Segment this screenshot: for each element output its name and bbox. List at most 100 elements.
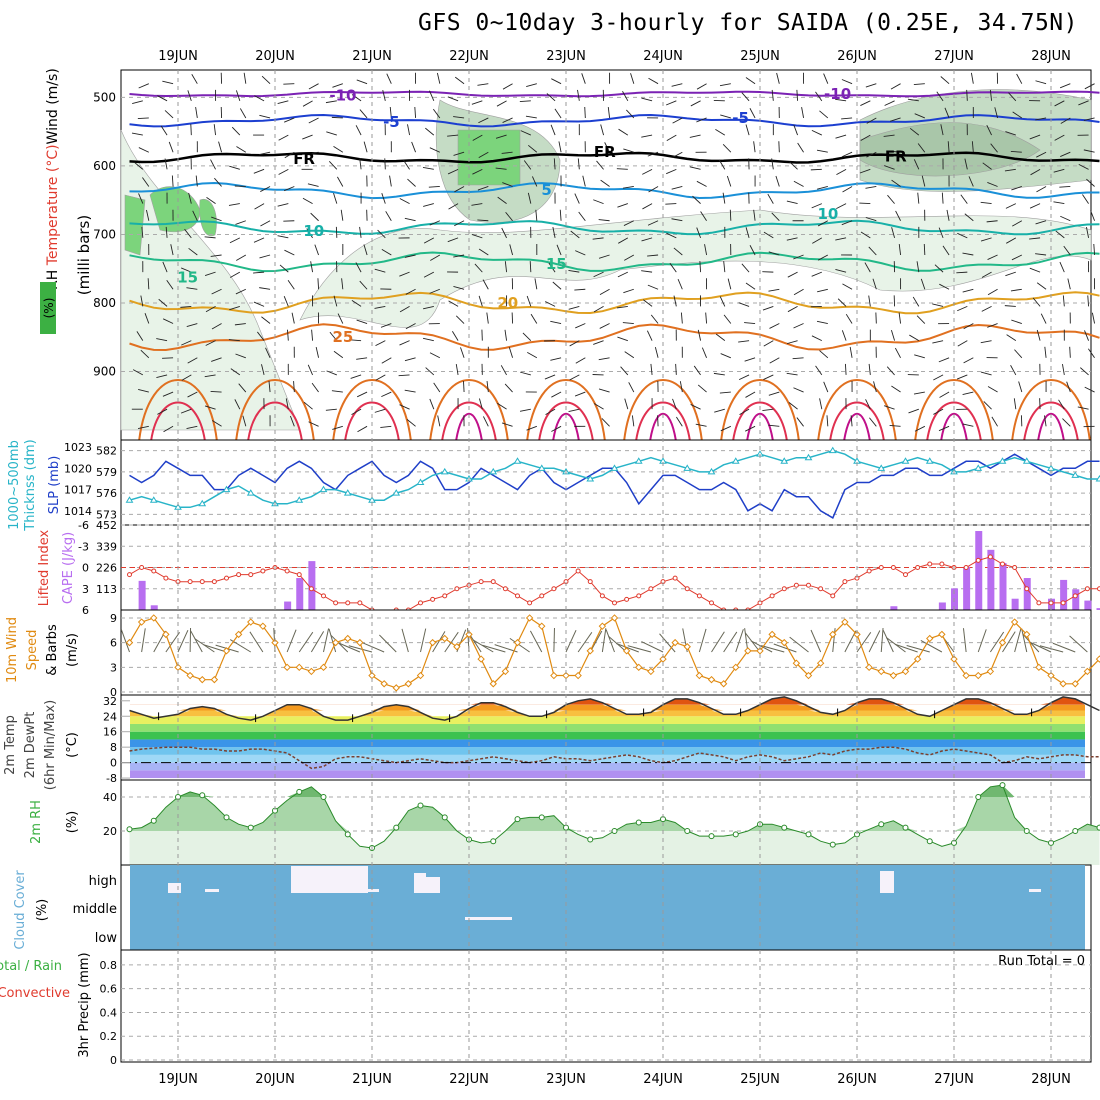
wind-barb [626, 109, 635, 119]
wind-barb [916, 261, 920, 273]
lifted-index-point [781, 586, 787, 592]
wind-barb [404, 217, 416, 222]
lifted-index-point [769, 593, 775, 599]
wind10-speed-point [901, 667, 910, 676]
wind-barb [501, 227, 507, 239]
wind-barb [1005, 203, 1017, 209]
wind-barb [259, 114, 271, 119]
wind-barb [788, 402, 798, 410]
wind-barb [162, 391, 174, 397]
wind-barb [307, 151, 319, 155]
wind-barb [1035, 117, 1047, 121]
lifted-index-point [878, 565, 884, 570]
wind-barb [811, 129, 823, 136]
cloud-clear-gap [367, 889, 379, 892]
wind-barb [242, 415, 247, 427]
wind10-speed-point [356, 638, 364, 647]
wind-barb [447, 168, 459, 175]
wind-barb [568, 269, 580, 273]
wind-barb [235, 220, 246, 225]
wind-barb [624, 254, 635, 261]
lifted-index-point [357, 600, 363, 606]
wind-barb [616, 168, 628, 170]
wind-barb [942, 245, 950, 256]
wind-barb [186, 425, 198, 429]
x-tick-label-bottom: 21JUN [352, 1072, 392, 1087]
isotherm-35-arc [649, 412, 677, 441]
wind-barb [650, 314, 659, 324]
pressure-tick-label: 700 [93, 227, 116, 241]
wind-barb [1014, 349, 1023, 359]
lifted-index-point [284, 568, 290, 574]
wind-barb [1036, 151, 1047, 158]
precip-tick-label: 0.2 [100, 1030, 118, 1043]
wind-barb [526, 83, 537, 87]
wind-barb [529, 261, 532, 273]
wind-barb [713, 372, 725, 376]
wind-barb [714, 408, 725, 413]
wind-barb [575, 357, 586, 364]
wind-barb [1012, 111, 1023, 119]
wind-barb [647, 151, 659, 157]
lifted-index-point [502, 586, 508, 592]
wind-barb [147, 278, 150, 290]
wind-barb [898, 244, 902, 256]
wind-barb [1016, 73, 1023, 84]
wind-barb [279, 264, 289, 273]
wind-barb [138, 388, 149, 393]
wind-barb [214, 177, 222, 187]
wind-barb [696, 83, 707, 90]
wind-barb [693, 365, 701, 376]
wind-barb [168, 141, 174, 153]
wind-barb [592, 237, 604, 240]
wind-barb [1044, 346, 1047, 358]
wind-barb [425, 127, 435, 136]
wind-barb [623, 220, 635, 226]
wind-title: Wind [45, 109, 61, 144]
wind-barb [1011, 319, 1022, 324]
wind-barb [497, 402, 507, 410]
wind10-speed-point [744, 647, 752, 655]
contour-label: FR [594, 143, 616, 161]
wind-barb [260, 186, 271, 192]
wind-barb [887, 194, 895, 204]
wind-barb [793, 254, 804, 260]
wind-barb [385, 211, 392, 221]
wind-barb [723, 261, 726, 273]
wind-barb [643, 299, 653, 307]
wind10-speed-point [780, 638, 788, 647]
cape-bar [1084, 600, 1092, 610]
wind-barb [622, 91, 629, 102]
wind-barb [745, 124, 750, 136]
rh-point [538, 814, 545, 821]
wind-barb [236, 254, 247, 261]
wind-barb [285, 398, 289, 410]
wind-barb [884, 405, 895, 410]
cloud-level-label: low [95, 931, 118, 946]
wind-barb [180, 305, 192, 308]
rh-unit: (%) [42, 298, 56, 319]
wind-barb [817, 288, 828, 293]
lifted-index-point [333, 600, 339, 606]
wind10-barb [379, 634, 397, 653]
isotherm-25-arc [817, 379, 897, 441]
lifted-index-point [927, 561, 933, 567]
wind-barb [697, 329, 702, 341]
wind-barb [859, 168, 871, 174]
wind10-barb [190, 630, 203, 653]
wind-barb [472, 168, 483, 175]
wind-barb [239, 108, 247, 119]
contour-label: 15 [546, 255, 567, 273]
wind-barb [722, 192, 726, 204]
wind-barb [1013, 398, 1017, 410]
wind-barb [234, 323, 246, 326]
precip-tick-label: 0 [110, 1054, 117, 1067]
wind-barb [944, 107, 950, 119]
wind-barb [690, 404, 701, 410]
wind-barb [793, 124, 798, 136]
wind-barb [584, 106, 586, 118]
isotherm-minus5 [129, 113, 1100, 128]
wind-barb [810, 168, 822, 171]
wind-barb [1086, 178, 1095, 187]
cape-title: CAPE (J/kg) [61, 532, 76, 604]
